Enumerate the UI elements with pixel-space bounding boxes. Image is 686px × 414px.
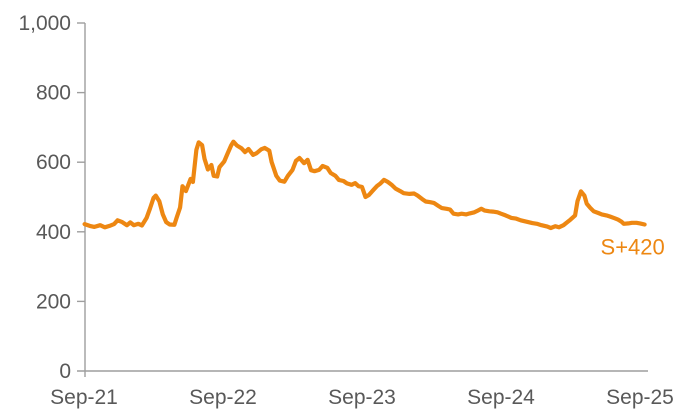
y-axis-tick-label: 800 [36,82,71,105]
y-axis-tick-label: 0 [59,360,71,383]
y-axis-tick-label: 1,000 [18,12,71,35]
y-axis-tick-label: 200 [36,290,71,313]
y-axis-tick-label: 600 [36,151,71,174]
x-axis-tick-label: Sep-25 [606,386,674,409]
series-end-label: S+420 [601,234,665,259]
x-axis-tick-label: Sep-24 [467,386,535,409]
y-axis-tick-label: 400 [36,221,71,244]
x-axis-tick-label: Sep-22 [189,386,257,409]
x-axis-tick-label: Sep-23 [328,386,396,409]
x-axis-tick-label: Sep-21 [50,386,118,409]
spread-line-series [82,139,647,231]
